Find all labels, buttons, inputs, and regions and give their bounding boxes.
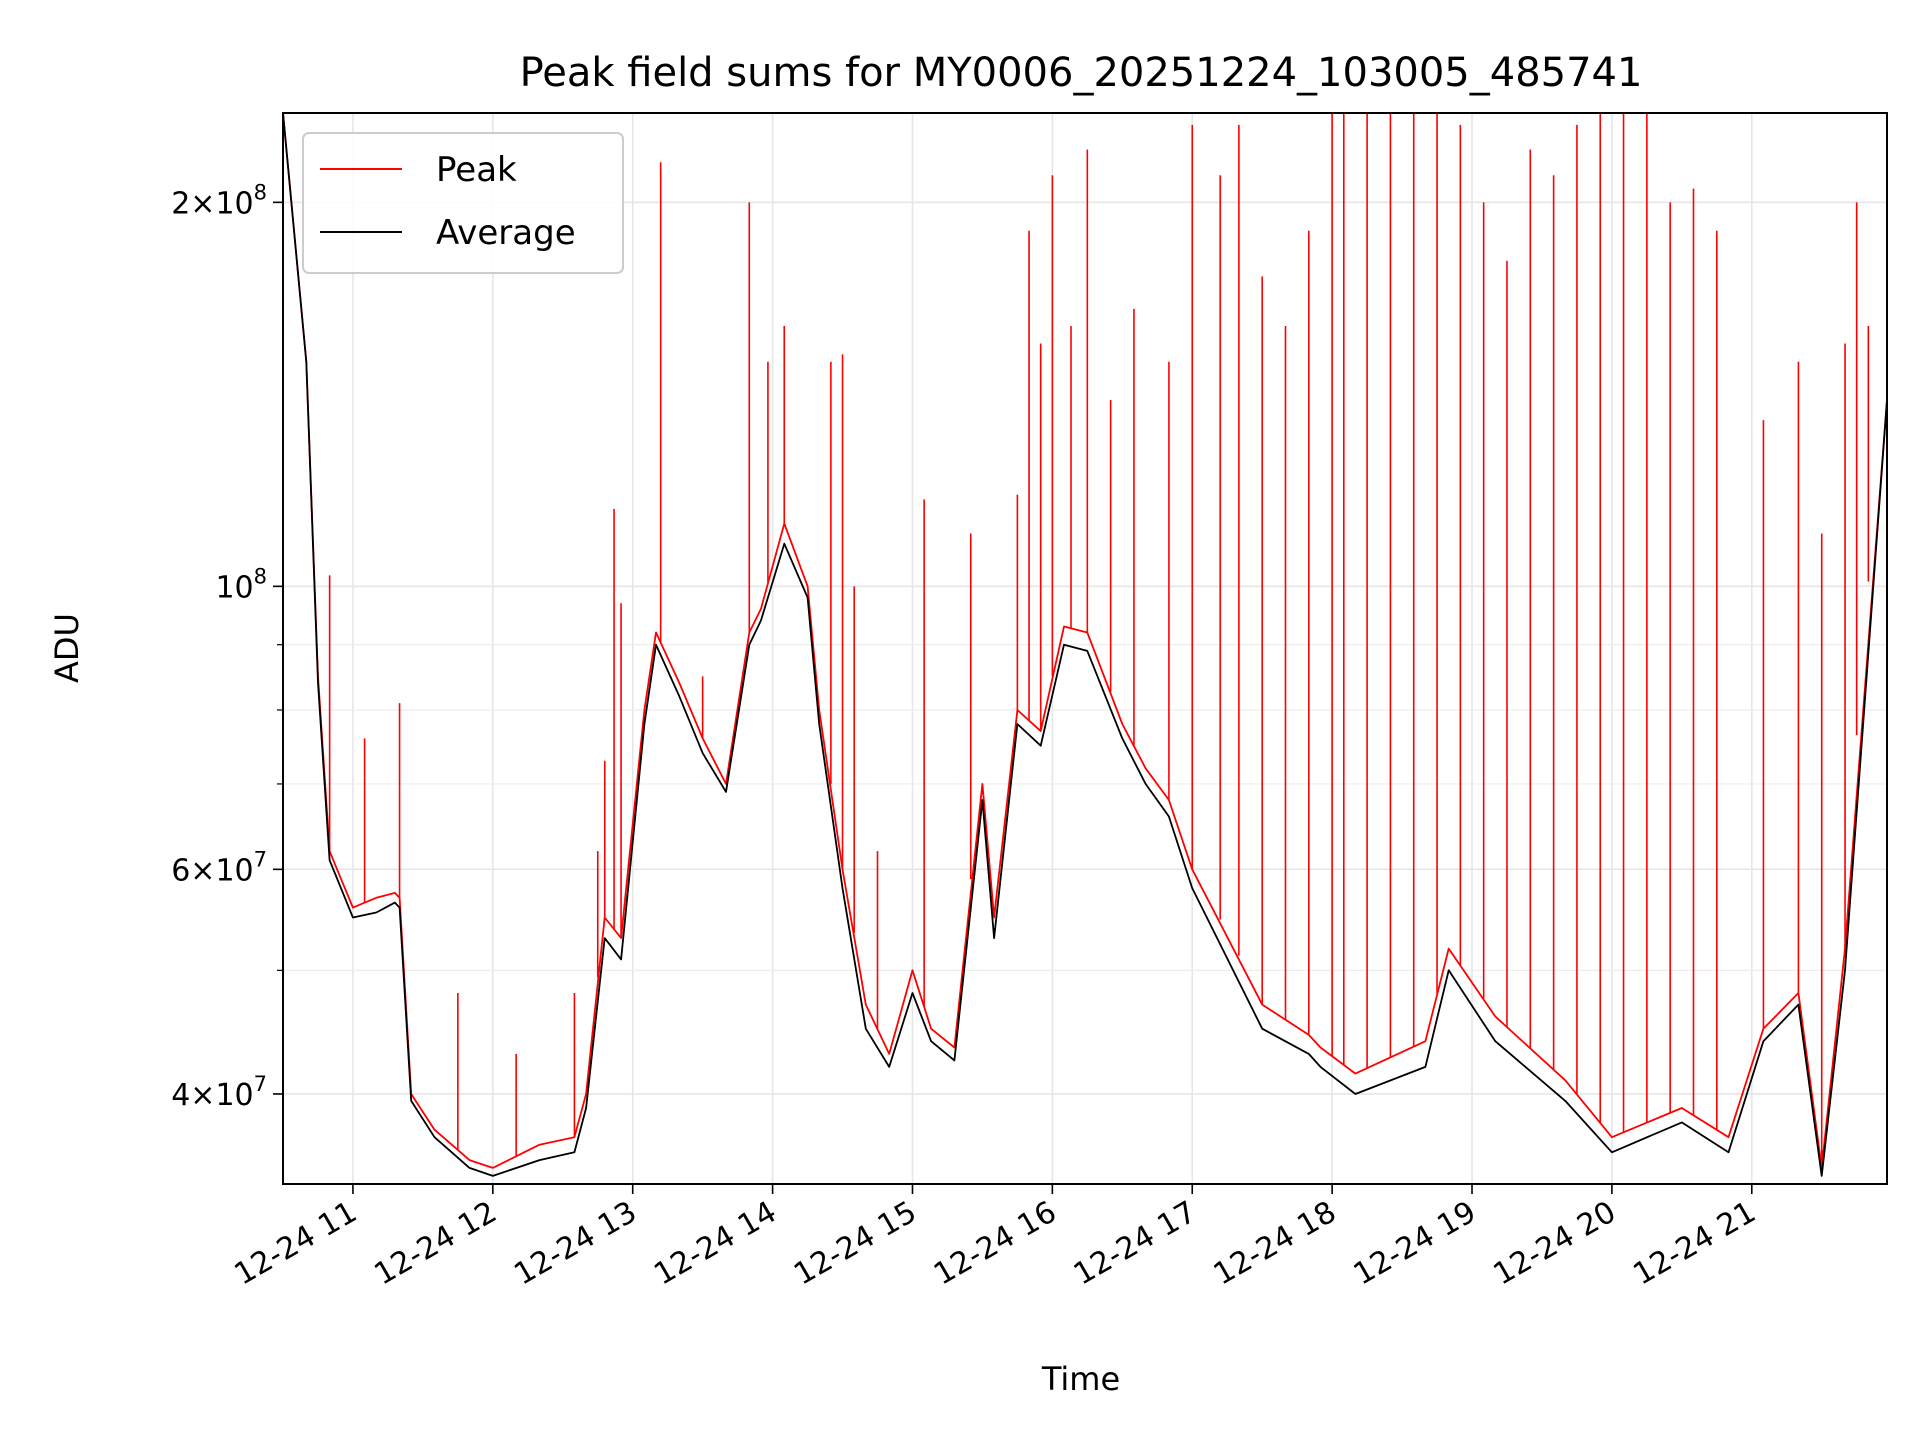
chart-title: Peak field sums for MY0006_20251224_1030… <box>520 50 1643 96</box>
legend-label-average: Average <box>436 213 576 253</box>
y-tick-label: 6×107 <box>171 847 267 888</box>
y-tick-label: 4×107 <box>171 1072 267 1113</box>
y-axis-title: ADU <box>48 613 86 683</box>
y-tick-label: 108 <box>215 564 267 605</box>
series-line-average <box>283 113 1887 1177</box>
series-line-peak <box>283 113 1887 1169</box>
y-axis: 4×107 6×107 108 2×108 <box>171 180 283 1113</box>
plot-frame <box>282 112 1888 1185</box>
y-tick-label: 2×108 <box>171 180 267 221</box>
series-layer <box>283 113 1887 1177</box>
legend: Peak Average <box>302 132 624 274</box>
x-axis-title: Time <box>1041 1360 1120 1398</box>
legend-label-peak: Peak <box>436 150 517 190</box>
